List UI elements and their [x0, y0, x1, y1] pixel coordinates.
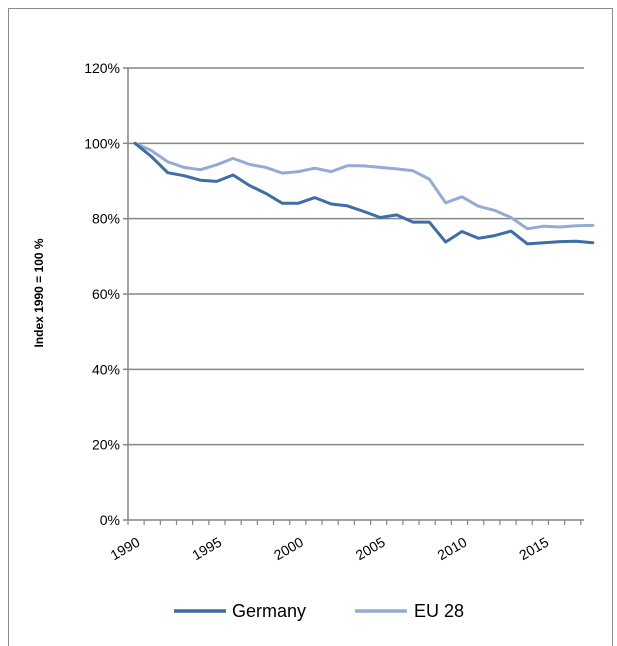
x-tick-label: 2010 — [435, 534, 470, 564]
y-tick-label: 20% — [92, 437, 120, 453]
y-tick-label: 80% — [92, 211, 120, 227]
y-tick-label: 40% — [92, 361, 120, 377]
y-tick-label: 120% — [84, 60, 120, 76]
y-tick-labels: 0% 20% 40% 60% 80% 100% 120% — [84, 60, 120, 528]
x-tick-label: 1990 — [108, 534, 143, 564]
series-line-eu-28 — [133, 141, 595, 231]
y-tick-label: 60% — [92, 286, 120, 302]
x-tick-label: 2000 — [271, 534, 306, 564]
x-tick-label: 2015 — [516, 534, 551, 564]
x-tick-labels: 1990 1995 2000 2005 2010 2015 — [108, 534, 552, 564]
y-axis-title: Index 1990 = 100 % — [32, 238, 46, 347]
chart-frame — [8, 8, 613, 646]
axes — [123, 67, 584, 525]
y-tick-label: 100% — [84, 135, 120, 151]
legend: Germany EU 28 — [174, 601, 464, 621]
x-tick-label: 1995 — [189, 534, 224, 564]
series-line-germany — [133, 141, 595, 246]
y-tick-label: 0% — [100, 512, 120, 528]
gridlines — [128, 67, 584, 446]
legend-label-eu-28: EU 28 — [414, 601, 464, 621]
series-lines — [133, 141, 595, 246]
legend-label-germany: Germany — [232, 601, 306, 621]
x-tick-label: 2005 — [353, 534, 388, 564]
